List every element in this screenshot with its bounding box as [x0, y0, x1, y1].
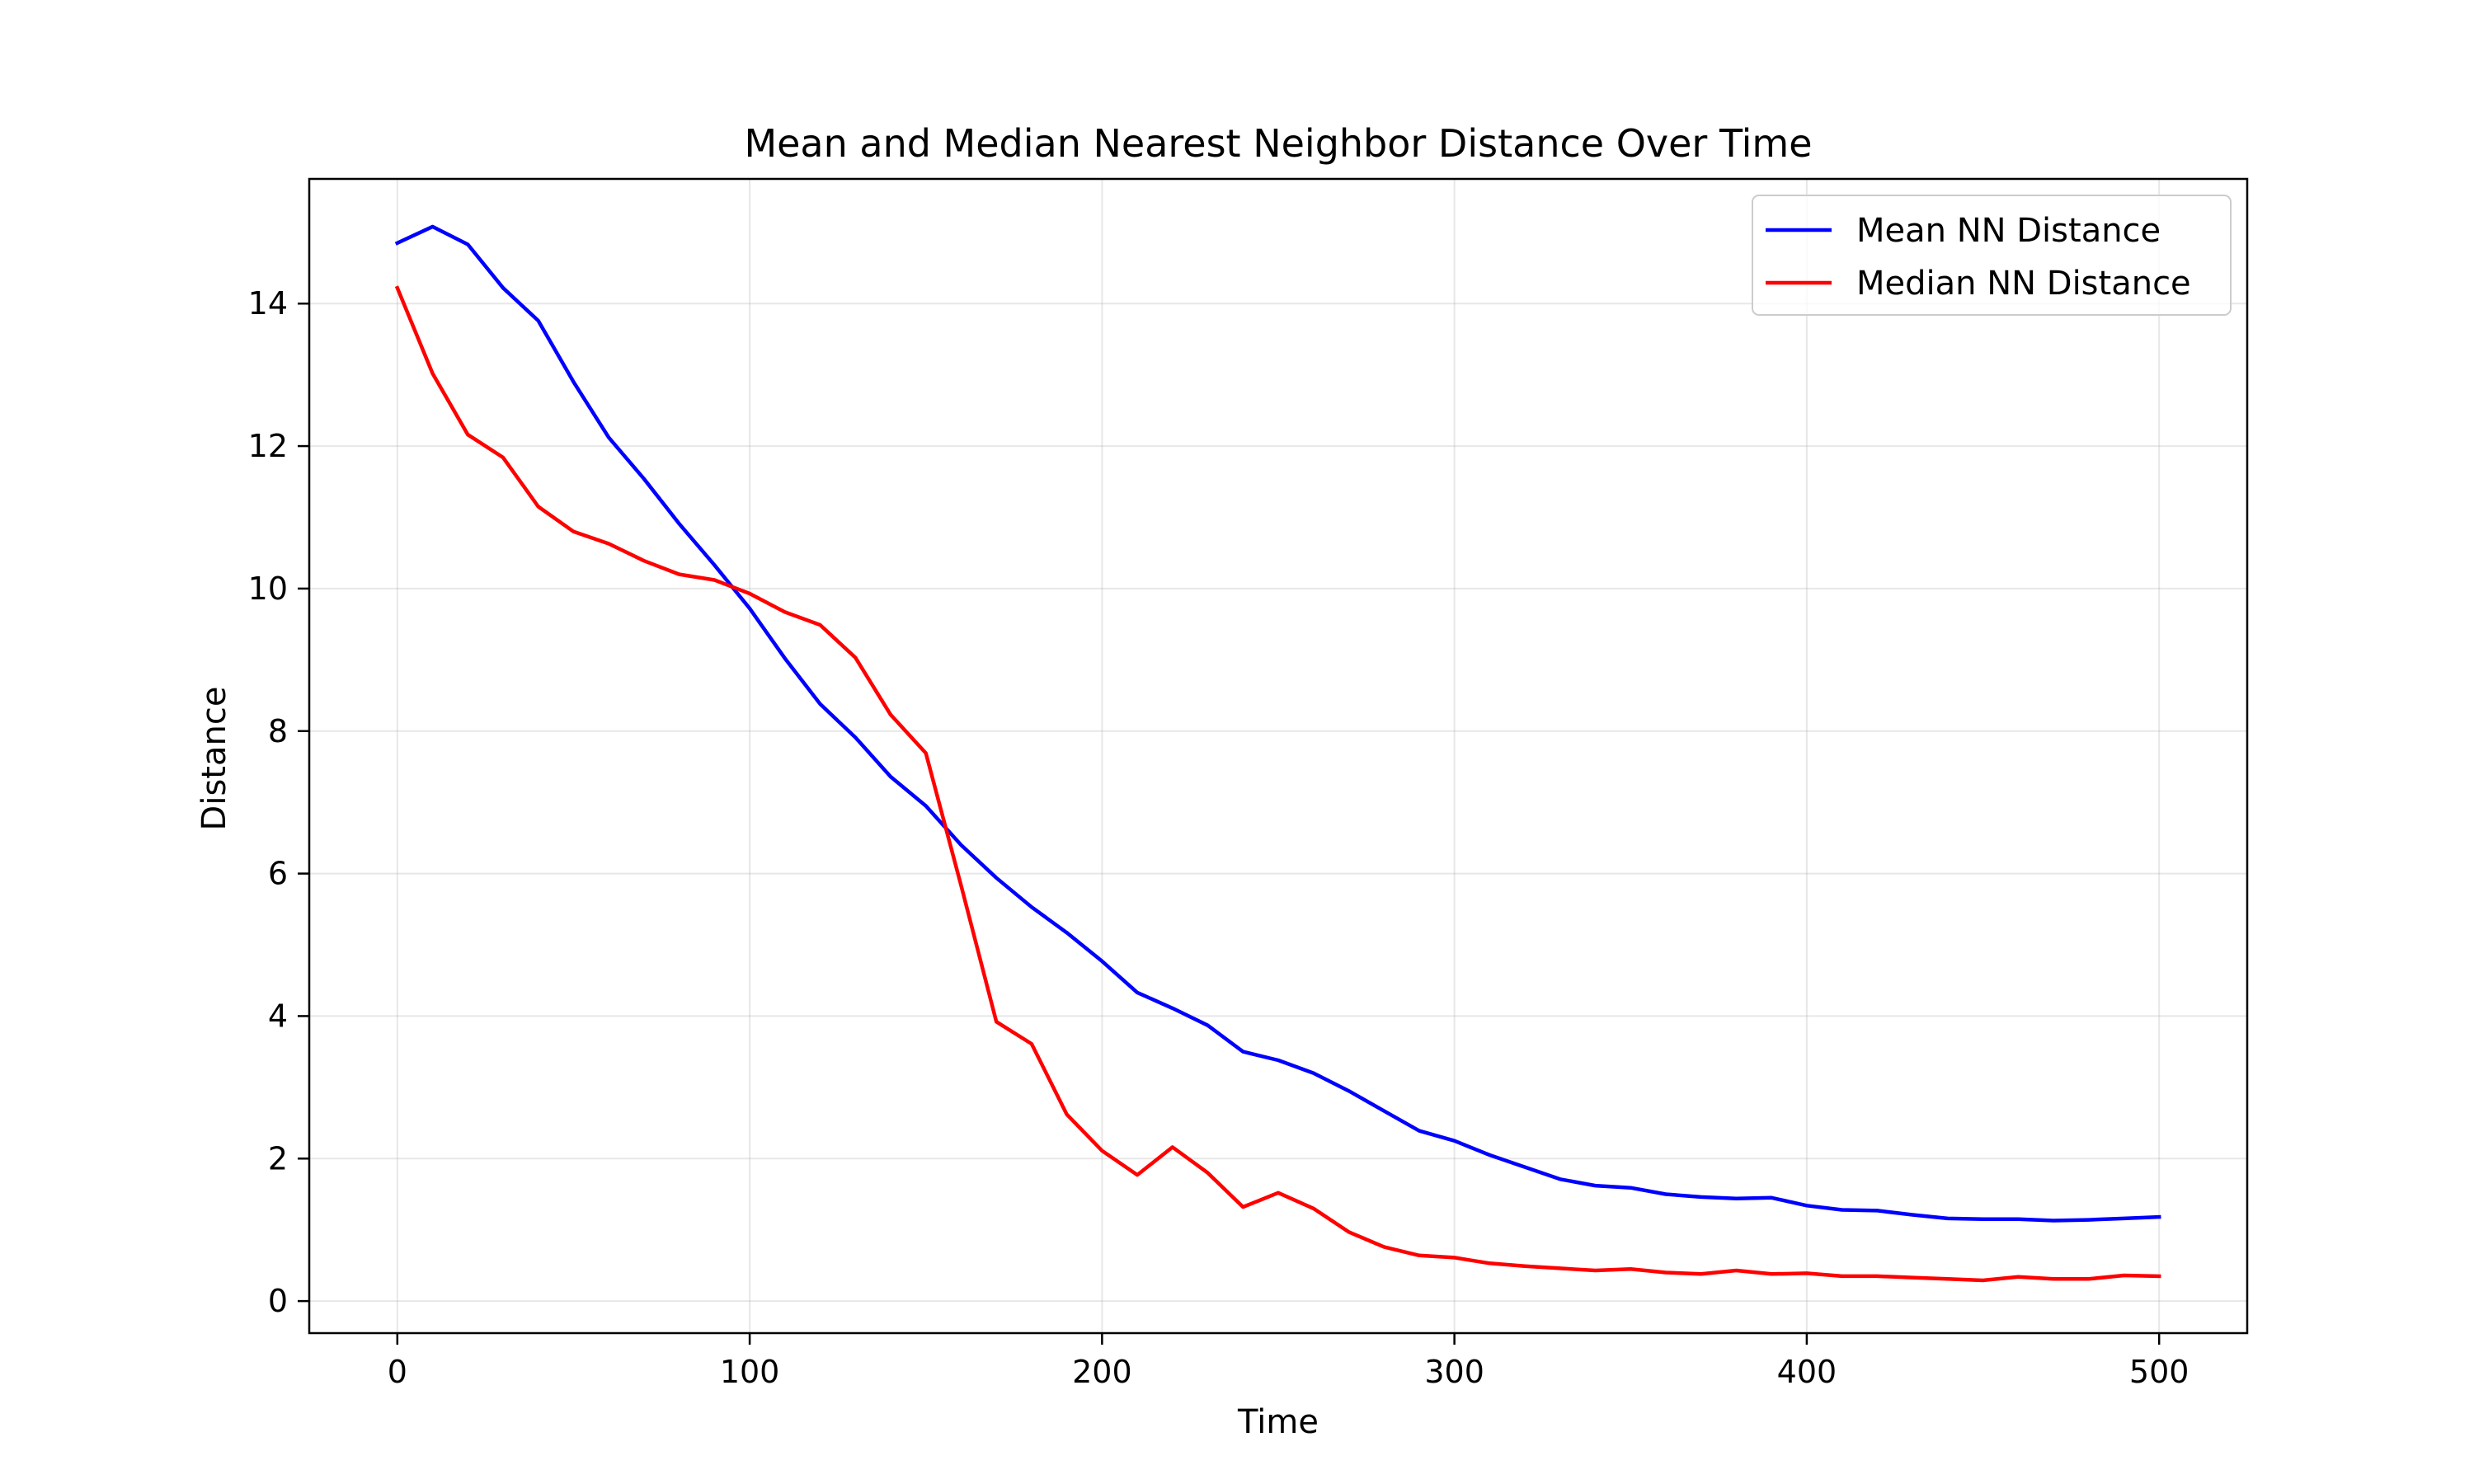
- x-axis: 0 100 200 300 400 500: [388, 1333, 2189, 1390]
- legend-label: Median NN Distance: [1856, 265, 2191, 303]
- plot-frame: [308, 177, 2249, 1335]
- series-line-median: [394, 285, 2161, 1283]
- y-tick-label: 10: [248, 571, 288, 607]
- x-tick-label: 300: [1424, 1354, 1484, 1390]
- y-tick-label: 4: [268, 998, 288, 1034]
- y-tick-label: 12: [248, 428, 288, 464]
- y-axis: 0 2 4 6 8 10 12 14: [248, 285, 309, 1319]
- x-tick-label: 100: [720, 1354, 780, 1390]
- y-axis-label: Distance: [195, 687, 233, 831]
- x-tick-label: 200: [1072, 1354, 1132, 1390]
- series-line-mean: [394, 224, 2161, 1223]
- x-tick-label: 400: [1777, 1354, 1837, 1390]
- y-tick-label: 14: [248, 285, 288, 322]
- legend: Mean NN Distance Median NN Distance: [1752, 195, 2232, 316]
- y-tick-label: 8: [268, 713, 288, 749]
- legend-label: Mean NN Distance: [1856, 212, 2161, 250]
- x-tick-label: 500: [2129, 1354, 2189, 1390]
- legend-box: [1752, 195, 2232, 316]
- x-axis-label: Time: [1237, 1403, 1319, 1441]
- y-tick-label: 0: [268, 1283, 288, 1319]
- grid: [309, 179, 2247, 1333]
- chart-title: Mean and Median Nearest Neighbor Distanc…: [744, 121, 1812, 166]
- y-tick-label: 6: [268, 856, 288, 892]
- y-tick-label: 2: [268, 1140, 288, 1176]
- series-layer: [394, 224, 2161, 1283]
- x-tick-label: 0: [388, 1354, 407, 1390]
